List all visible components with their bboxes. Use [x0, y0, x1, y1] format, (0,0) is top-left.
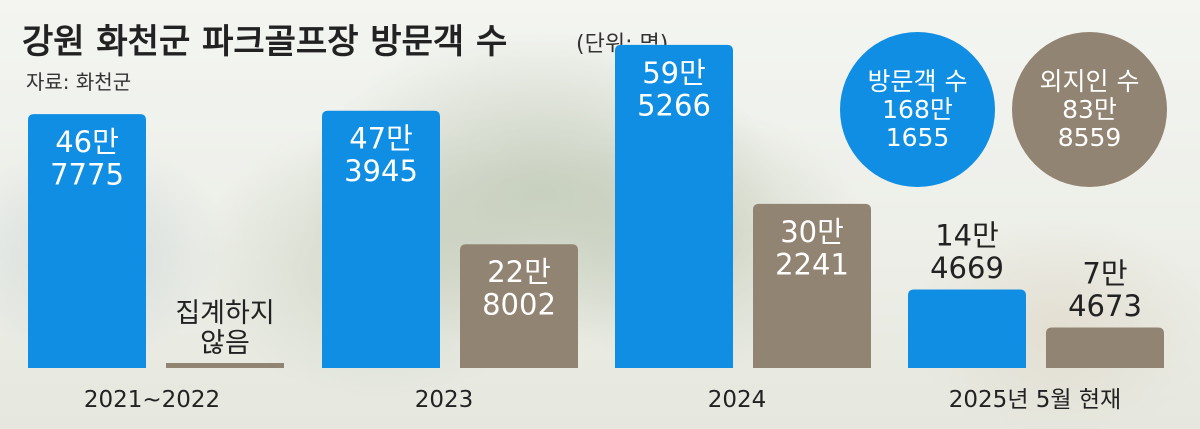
bar-outsiders-0-empty	[166, 363, 284, 368]
bar-outsiders-0-label-line: 않음	[200, 328, 250, 359]
bar-outsiders-0-label-line: 집계하지	[175, 298, 274, 329]
bar-outsiders-3	[1046, 327, 1164, 368]
outsiders-total-label: 외지인 수	[1039, 66, 1140, 96]
visitors-total-line1: 168만	[882, 94, 953, 124]
bar-outsiders-3-label: 7만 4673	[1068, 256, 1142, 322]
visitors-total-line2: 1655	[885, 122, 950, 152]
bar-visitors-1-label: 47만 3945	[344, 122, 418, 188]
bar-visitors-1-label-line: 47만	[349, 122, 413, 156]
bar-visitors-1-label-line: 3945	[344, 154, 418, 188]
x-tick-label-3: 2025년 5월 현재	[949, 387, 1121, 413]
bar-outsiders-1-label-line: 22만	[487, 255, 551, 289]
bar-outsiders-3-label-line: 7만	[1082, 256, 1127, 290]
outsiders-total-line1: 83만	[1062, 94, 1117, 124]
x-tick-label-2: 2024	[708, 387, 767, 413]
bar-visitors-3-label-line: 4669	[930, 251, 1004, 285]
bar-visitors-0-label-line: 7775	[50, 158, 124, 192]
bar-visitors-1	[322, 110, 440, 368]
bar-outsiders-2	[753, 203, 871, 368]
bar-visitors-2-label: 59만 5266	[637, 56, 711, 122]
bar-visitors-0-label: 46만 7775	[50, 125, 124, 191]
bar-outsiders-3-label-line: 4673	[1068, 289, 1142, 323]
bar-visitors-2-label-line: 5266	[637, 88, 711, 122]
x-tick-label-0: 2021~2022	[84, 387, 220, 413]
visitors-total-circle: 방문객 수 168만 1655	[840, 32, 995, 187]
bar-visitors-0-label-line: 46만	[55, 125, 119, 159]
x-tick-label-1: 2023	[415, 387, 474, 413]
bar-visitors-2	[615, 44, 733, 369]
bar-outsiders-1	[460, 244, 578, 368]
outsiders-total-line2: 8559	[1057, 122, 1122, 152]
bar-outsiders-0-label: 집계하지 않음	[175, 298, 274, 359]
bar-outsiders-1-label: 22만 8002	[482, 255, 556, 321]
bar-visitors-3-label: 14만 4669	[930, 218, 1004, 284]
bar-outsiders-2-label: 30만 2241	[775, 215, 849, 281]
bar-outsiders-2-label-line: 2241	[775, 247, 849, 281]
visitors-total-label: 방문객 수	[867, 66, 968, 96]
bar-visitors-2-label-line: 59만	[642, 56, 706, 90]
bar-visitors-0	[28, 114, 146, 368]
source-label: 자료: 화천군	[26, 70, 132, 94]
bar-visitors-3-label-line: 14만	[935, 218, 999, 252]
outsiders-total-circle: 외지인 수 83만 8559	[1012, 32, 1167, 187]
chart-title: 강원 화천군 파크골프장 방문객 수	[22, 22, 508, 62]
bar-outsiders-1-label-line: 8002	[482, 288, 556, 322]
bar-visitors-3	[908, 289, 1026, 368]
bar-outsiders-2-label-line: 30만	[780, 215, 844, 249]
